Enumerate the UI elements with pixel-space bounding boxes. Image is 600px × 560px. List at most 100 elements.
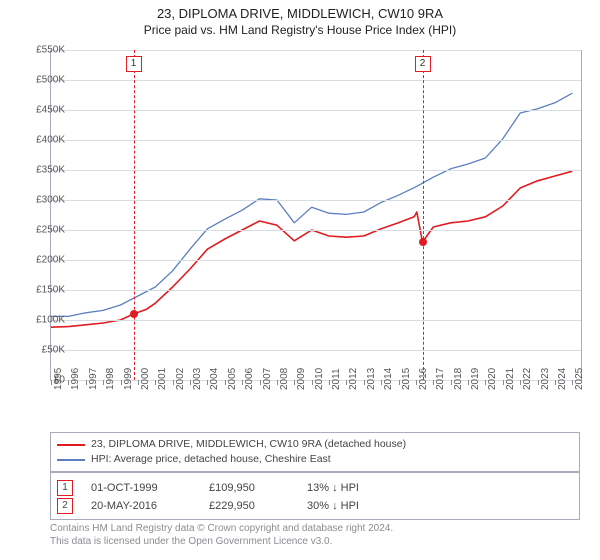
y-gridline [51,140,581,141]
x-axis-label: 2006 [244,368,255,390]
series-line-price_paid [51,171,572,327]
y-axis-label: £150K [36,285,65,296]
x-axis-label: 1995 [53,368,64,390]
x-tick [173,380,174,385]
x-tick [399,380,400,385]
y-axis-label: £50K [42,345,65,356]
x-tick [242,380,243,385]
y-gridline [51,80,581,81]
x-axis-label: 2018 [453,368,464,390]
y-gridline [51,350,581,351]
y-gridline [51,290,581,291]
sale-price: £229,950 [209,497,289,515]
sale-hpi-delta: 13% ↓ HPI [307,479,359,497]
x-axis-label: 2010 [314,368,325,390]
x-axis-label: 2007 [262,368,273,390]
x-tick [138,380,139,385]
sale-row: 2 20-MAY-2016 £229,950 30% ↓ HPI [57,497,573,515]
x-tick [538,380,539,385]
x-axis-label: 2000 [140,368,151,390]
chart-lines-svg [51,50,581,380]
x-tick [416,380,417,385]
sale-hpi-delta: 30% ↓ HPI [307,497,359,515]
x-axis-label: 2009 [296,368,307,390]
x-axis-label: 2021 [505,368,516,390]
x-axis-label: 1996 [70,368,81,390]
x-axis-label: 2014 [383,368,394,390]
x-tick [555,380,556,385]
x-tick [451,380,452,385]
x-tick [121,380,122,385]
y-axis-label: £200K [36,255,65,266]
x-tick [364,380,365,385]
y-gridline [51,200,581,201]
sale-point-dot [130,310,138,318]
sale-vertical-line [423,50,424,380]
y-gridline [51,260,581,261]
attribution-line: This data is licensed under the Open Gov… [50,535,580,548]
x-tick [503,380,504,385]
x-axis-label: 2020 [487,368,498,390]
x-axis-label: 2001 [157,368,168,390]
sale-marker-number: 2 [57,498,73,514]
y-gridline [51,50,581,51]
sale-price: £109,950 [209,479,289,497]
legend-item: HPI: Average price, detached house, Ches… [57,452,573,467]
series-line-hpi [51,93,572,316]
x-axis-label: 1998 [105,368,116,390]
x-tick [312,380,313,385]
y-axis-label: £350K [36,165,65,176]
sale-vertical-line [134,50,135,380]
y-axis-label: £550K [36,45,65,56]
x-axis-label: 2002 [175,368,186,390]
sale-date: 01-OCT-1999 [91,479,191,497]
y-axis-label: £450K [36,105,65,116]
chart-plot-area: 12 [50,50,582,381]
sales-table: 1 01-OCT-1999 £109,950 13% ↓ HPI 2 20-MA… [50,472,580,520]
x-tick [260,380,261,385]
x-tick [86,380,87,385]
legend-swatch [57,459,85,461]
sale-marker-box: 2 [415,56,431,72]
x-axis-label: 2003 [192,368,203,390]
x-axis-label: 2022 [522,368,533,390]
chart-title: 23, DIPLOMA DRIVE, MIDDLEWICH, CW10 9RA [0,6,600,21]
chart-subtitle: Price paid vs. HM Land Registry's House … [0,23,600,37]
x-tick [381,380,382,385]
x-axis-label: 1999 [123,368,134,390]
x-axis-label: 2016 [418,368,429,390]
attribution: Contains HM Land Registry data © Crown c… [50,522,580,548]
x-axis-label: 2017 [435,368,446,390]
y-gridline [51,110,581,111]
legend-label: 23, DIPLOMA DRIVE, MIDDLEWICH, CW10 9RA … [91,437,406,452]
y-axis-label: £250K [36,225,65,236]
y-axis-label: £500K [36,75,65,86]
sale-row: 1 01-OCT-1999 £109,950 13% ↓ HPI [57,479,573,497]
x-axis-label: 2025 [574,368,585,390]
attribution-line: Contains HM Land Registry data © Crown c… [50,522,580,535]
y-gridline [51,320,581,321]
x-tick [329,380,330,385]
legend: 23, DIPLOMA DRIVE, MIDDLEWICH, CW10 9RA … [50,432,580,472]
x-axis-label: 2015 [401,368,412,390]
x-axis-label: 2005 [227,368,238,390]
x-axis-label: 2019 [470,368,481,390]
x-axis-label: 2013 [366,368,377,390]
legend-item: 23, DIPLOMA DRIVE, MIDDLEWICH, CW10 9RA … [57,437,573,452]
x-tick [190,380,191,385]
x-tick [225,380,226,385]
x-tick [103,380,104,385]
x-axis-label: 2024 [557,368,568,390]
legend-swatch [57,444,85,446]
x-axis-label: 2004 [209,368,220,390]
x-axis-label: 2023 [540,368,551,390]
sale-point-dot [419,238,427,246]
legend-label: HPI: Average price, detached house, Ches… [91,452,331,467]
y-gridline [51,170,581,171]
x-axis-label: 2008 [279,368,290,390]
x-axis-label: 1997 [88,368,99,390]
y-axis-label: £100K [36,315,65,326]
sale-marker-number: 1 [57,480,73,496]
x-axis-label: 2011 [331,368,342,390]
sale-date: 20-MAY-2016 [91,497,191,515]
